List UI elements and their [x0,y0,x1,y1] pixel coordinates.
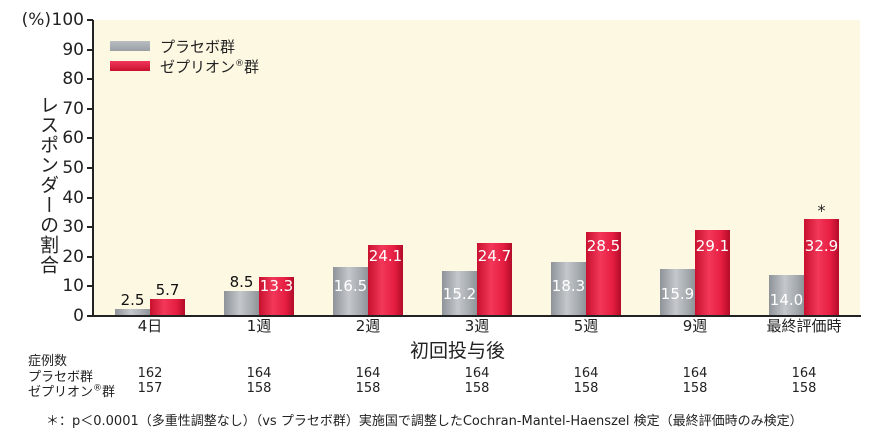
bar-placebo [333,267,368,315]
y-tick [87,107,93,110]
x-tick-label: 3週 [464,317,490,335]
bar-value-drug: 32.9 [804,237,839,255]
y-tick [87,285,93,288]
y-axis-title: レスポンダーの割合 [37,95,59,275]
significance-star: * [817,200,826,220]
y-tick-label: 40 [62,187,84,208]
case-count-drug: 158 [464,381,490,396]
bar-value-drug: 5.7 [155,281,180,300]
case-count-placebo: 162 [137,366,163,381]
bar-drug [695,229,730,315]
bar-drug [586,231,621,315]
case-count-drug: 158 [355,381,381,396]
case-row-label-placebo: プラセボ群 [28,370,94,385]
case-count-placebo: 164 [464,366,490,381]
y-tick-label: 0 [73,306,84,326]
x-axis-line [92,315,861,317]
y-tick [87,255,93,258]
y-tick [87,196,93,199]
case-count-placebo: 164 [682,366,708,381]
y-axis-line [92,20,94,317]
bar-value-drug: 28.5 [586,237,621,255]
bar-value-placebo: 8.5 [229,272,254,291]
bar-value-placebo: 15.9 [660,285,695,303]
y-tick [87,315,93,317]
y-tick-label: 30 [62,217,84,238]
y-tick-label: 60 [62,128,84,149]
legend: プラセボ群 ゼプリオン®群 [110,36,259,76]
bar-value-placebo: 15.2 [442,285,477,303]
case-count-drug: 158 [246,381,272,396]
legend-item-drug: ゼプリオン®群 [110,56,259,76]
case-count-placebo: 164 [791,366,817,381]
case-count-drug: 158 [573,381,599,396]
x-tick-label: 5週 [573,317,599,335]
legend-swatch-placebo [110,41,150,51]
bar-drug [259,276,294,315]
bar-placebo [115,308,150,315]
y-tick-label: 100 [51,10,84,30]
bar-drug [368,244,403,315]
case-count-drug: 158 [791,381,817,396]
y-unit-label: (%) [21,10,51,30]
bar-value-placebo: 16.5 [333,277,368,295]
bar-placebo [551,261,586,315]
legend-item-placebo: プラセボ群 [110,36,259,56]
bar-drug [477,242,512,315]
x-tick-label: 最終評価時 [766,317,842,335]
legend-swatch-drug [110,61,150,71]
y-tick [87,226,93,229]
case-row-label-drug: ゼプリオン®群 [28,383,116,400]
bar-value-placebo: 2.5 [120,290,145,309]
y-tick-label: 80 [62,69,84,90]
x-tick-label: 1週 [246,317,272,335]
bar-drug [150,299,185,315]
y-tick [87,167,93,169]
y-tick-label: 70 [62,98,84,119]
bar-value-drug: 24.1 [368,247,403,265]
y-tick [87,78,93,81]
bar-drug [804,218,839,315]
bar-value-placebo: 18.3 [551,277,586,295]
bar-placebo [224,290,259,315]
y-tick-label: 50 [62,158,84,178]
bar-value-drug: 29.1 [695,237,730,255]
case-count-placebo: 164 [573,366,599,381]
case-count-drug: 157 [137,381,163,396]
bar-placebo [660,268,695,315]
y-tick [87,48,93,51]
y-tick-label: 10 [62,276,84,297]
case-counts-title: 症例数 [28,354,68,369]
footnote: ＊：p＜0.0001（多重性調整なし）（vs プラセボ群）実施国で調整したCoc… [46,414,803,429]
bar-value-drug: 24.7 [477,247,512,265]
bar-placebo [442,271,477,315]
y-tick-label: 20 [62,246,84,267]
case-count-drug: 158 [682,381,708,396]
x-tick-label: 9週 [682,317,708,335]
y-tick [87,19,93,21]
legend-label-drug: ゼプリオン®群 [160,57,260,76]
legend-label-placebo: プラセボ群 [160,37,236,56]
x-axis-title: 初回投与後 [410,340,506,362]
y-tick-label: 90 [62,39,84,60]
case-count-placebo: 164 [246,366,272,381]
x-tick-label: 4日 [137,317,163,335]
bar-placebo [769,274,804,315]
x-tick-label: 2週 [355,317,381,335]
bar-value-placebo: 14.0 [769,291,804,309]
bar-value-drug: 13.3 [259,277,294,295]
case-count-placebo: 164 [355,366,381,381]
y-tick [87,137,93,140]
